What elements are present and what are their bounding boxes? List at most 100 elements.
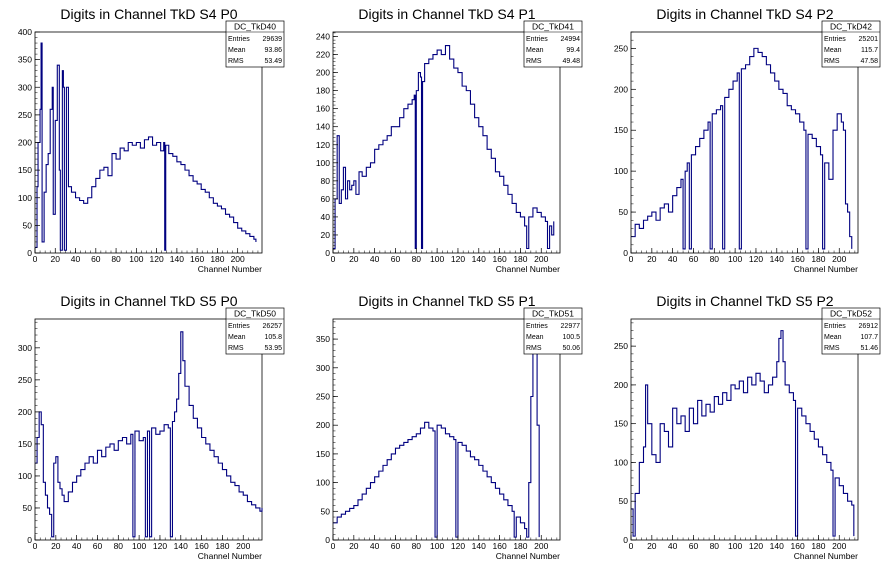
y-tick-label: 160 bbox=[316, 104, 330, 114]
x-tick-label: 100 bbox=[728, 541, 742, 551]
chart-svg: Digits in Channel TkD S5 P0 0 20 40 60 80 100 1… bbox=[18, 293, 285, 561]
chart-svg: Digits in Channel TkD S5 P1 0 20 40 60 80 100 1… bbox=[316, 293, 583, 561]
chart-title: Digits in Channel TkD S5 P1 bbox=[358, 293, 535, 309]
y-tick-label: 150 bbox=[614, 125, 628, 135]
y-tick-label: 0 bbox=[623, 248, 628, 258]
y-tick-label: 0 bbox=[623, 535, 628, 545]
y-tick-label: 150 bbox=[316, 449, 330, 459]
x-tick-label: 140 bbox=[170, 254, 184, 264]
x-tick-label: 60 bbox=[391, 254, 401, 264]
y-tick-label: 100 bbox=[316, 478, 330, 488]
y-tick-label: 300 bbox=[316, 363, 330, 373]
x-tick-label: 60 bbox=[689, 541, 699, 551]
y-tick-label: 200 bbox=[18, 138, 32, 148]
x-tick-label: 100 bbox=[129, 254, 143, 264]
y-tick-label: 0 bbox=[325, 248, 330, 258]
stats-value: 53.49 bbox=[264, 58, 282, 65]
x-tick-label: 160 bbox=[195, 541, 209, 551]
stats-box-frame bbox=[821, 20, 881, 68]
x-axis-label: Channel Number bbox=[496, 551, 560, 561]
chart-svg: Digits in Channel TkD S4 P0 0 20 40 60 80 100 1… bbox=[18, 6, 285, 274]
pad-tkd-s4-p2: Digits in Channel TkD S4 P2 0 20 40 60 80 100 1… bbox=[596, 0, 894, 287]
x-tick-label: 20 bbox=[51, 254, 61, 264]
y-tick-label: 50 bbox=[619, 496, 629, 506]
stats-key: Mean bbox=[824, 334, 842, 341]
stats-value: 99.4 bbox=[566, 47, 580, 54]
stats-name: DC_TkD50 bbox=[234, 309, 276, 319]
x-tick-label: 40 bbox=[668, 254, 678, 264]
x-tick-label: 140 bbox=[174, 541, 188, 551]
y-tick-label: 120 bbox=[316, 140, 330, 150]
stats-value: 115.7 bbox=[861, 47, 878, 54]
y-tick-label: 250 bbox=[614, 43, 628, 53]
y-tick-label: 350 bbox=[316, 334, 330, 344]
stats-key: Mean bbox=[824, 47, 842, 54]
y-tick-label: 180 bbox=[316, 86, 330, 96]
stats-key: Entries bbox=[526, 36, 548, 43]
x-tick-label: 180 bbox=[811, 254, 825, 264]
x-tick-label: 40 bbox=[370, 254, 380, 264]
x-tick-label: 120 bbox=[749, 541, 763, 551]
x-tick-label: 140 bbox=[472, 541, 486, 551]
pad-tkd-s5-p0: Digits in Channel TkD S5 P0 0 20 40 60 80 100 1… bbox=[0, 287, 298, 574]
x-tick-label: 40 bbox=[72, 541, 82, 551]
x-tick-label: 120 bbox=[451, 541, 465, 551]
x-tick-label: 80 bbox=[412, 541, 422, 551]
x-tick-label: 0 bbox=[629, 541, 634, 551]
x-tick-label: 200 bbox=[832, 541, 846, 551]
x-tick-label: 20 bbox=[51, 541, 61, 551]
stats-box: DC_TkD40 Entries 29639 Mean 93.86 RMS 53.49 bbox=[225, 20, 285, 68]
x-tick-label: 180 bbox=[210, 254, 224, 264]
x-tick-label: 160 bbox=[493, 541, 507, 551]
y-tick-label: 50 bbox=[23, 220, 33, 230]
histogram-line bbox=[35, 42, 257, 251]
chart-svg: Digits in Channel TkD S4 P2 0 20 40 60 80 100 1… bbox=[614, 6, 881, 274]
stats-name: DC_TkD41 bbox=[532, 22, 574, 32]
stats-key: Entries bbox=[526, 323, 548, 330]
x-tick-label: 200 bbox=[231, 254, 245, 264]
y-tick-label: 0 bbox=[27, 248, 32, 258]
x-tick-label: 20 bbox=[647, 254, 657, 264]
pad-tkd-s4-p0: Digits in Channel TkD S4 P0 0 20 40 60 80 100 1… bbox=[0, 0, 298, 287]
stats-value: 100.5 bbox=[562, 334, 580, 341]
x-tick-label: 20 bbox=[349, 541, 359, 551]
x-tick-label: 180 bbox=[513, 541, 527, 551]
stats-box: DC_TkD50 Entries 26257 Mean 105.8 RMS 53.95 bbox=[225, 307, 285, 355]
x-tick-label: 160 bbox=[493, 254, 507, 264]
chart-title: Digits in Channel TkD S4 P2 bbox=[656, 6, 833, 22]
chart-title: Digits in Channel TkD S4 P0 bbox=[60, 6, 237, 22]
stats-value: 50.06 bbox=[562, 345, 580, 352]
y-tick-label: 0 bbox=[325, 535, 330, 545]
x-tick-label: 120 bbox=[150, 254, 164, 264]
y-tick-label: 20 bbox=[321, 230, 331, 240]
x-tick-label: 0 bbox=[33, 254, 38, 264]
pad-tkd-s5-p1: Digits in Channel TkD S5 P1 0 20 40 60 80 100 1… bbox=[298, 287, 596, 574]
stats-value: 53.95 bbox=[264, 345, 282, 352]
stats-key: RMS bbox=[228, 58, 244, 65]
y-tick-label: 300 bbox=[18, 343, 32, 353]
histogram-line bbox=[35, 331, 263, 538]
x-tick-label: 160 bbox=[190, 254, 204, 264]
stats-key: Entries bbox=[228, 36, 250, 43]
x-tick-label: 20 bbox=[349, 254, 359, 264]
pad-tkd-s4-p1: Digits in Channel TkD S4 P1 0 20 40 60 80 100 1… bbox=[298, 0, 596, 287]
x-tick-label: 140 bbox=[472, 254, 486, 264]
stats-value: 49.48 bbox=[562, 58, 580, 65]
stats-value: 26257 bbox=[263, 323, 283, 330]
x-tick-label: 60 bbox=[689, 254, 699, 264]
x-tick-label: 40 bbox=[71, 254, 81, 264]
y-tick-label: 50 bbox=[23, 503, 33, 513]
y-tick-label: 100 bbox=[18, 471, 32, 481]
stats-value: 22977 bbox=[561, 323, 581, 330]
x-tick-label: 60 bbox=[93, 541, 103, 551]
x-tick-label: 120 bbox=[451, 254, 465, 264]
chart-svg: Digits in Channel TkD S5 P2 0 20 40 60 80 100 1… bbox=[614, 293, 881, 561]
x-tick-label: 120 bbox=[153, 541, 167, 551]
histogram-line bbox=[631, 330, 855, 537]
y-tick-label: 200 bbox=[316, 420, 330, 430]
x-tick-label: 0 bbox=[629, 254, 634, 264]
stats-box: DC_TkD52 Entries 26912 Mean 107.7 RMS 51.46 bbox=[821, 307, 881, 355]
chart-title: Digits in Channel TkD S5 P0 bbox=[60, 293, 237, 309]
stats-name: DC_TkD40 bbox=[234, 22, 276, 32]
y-tick-label: 300 bbox=[18, 82, 32, 92]
